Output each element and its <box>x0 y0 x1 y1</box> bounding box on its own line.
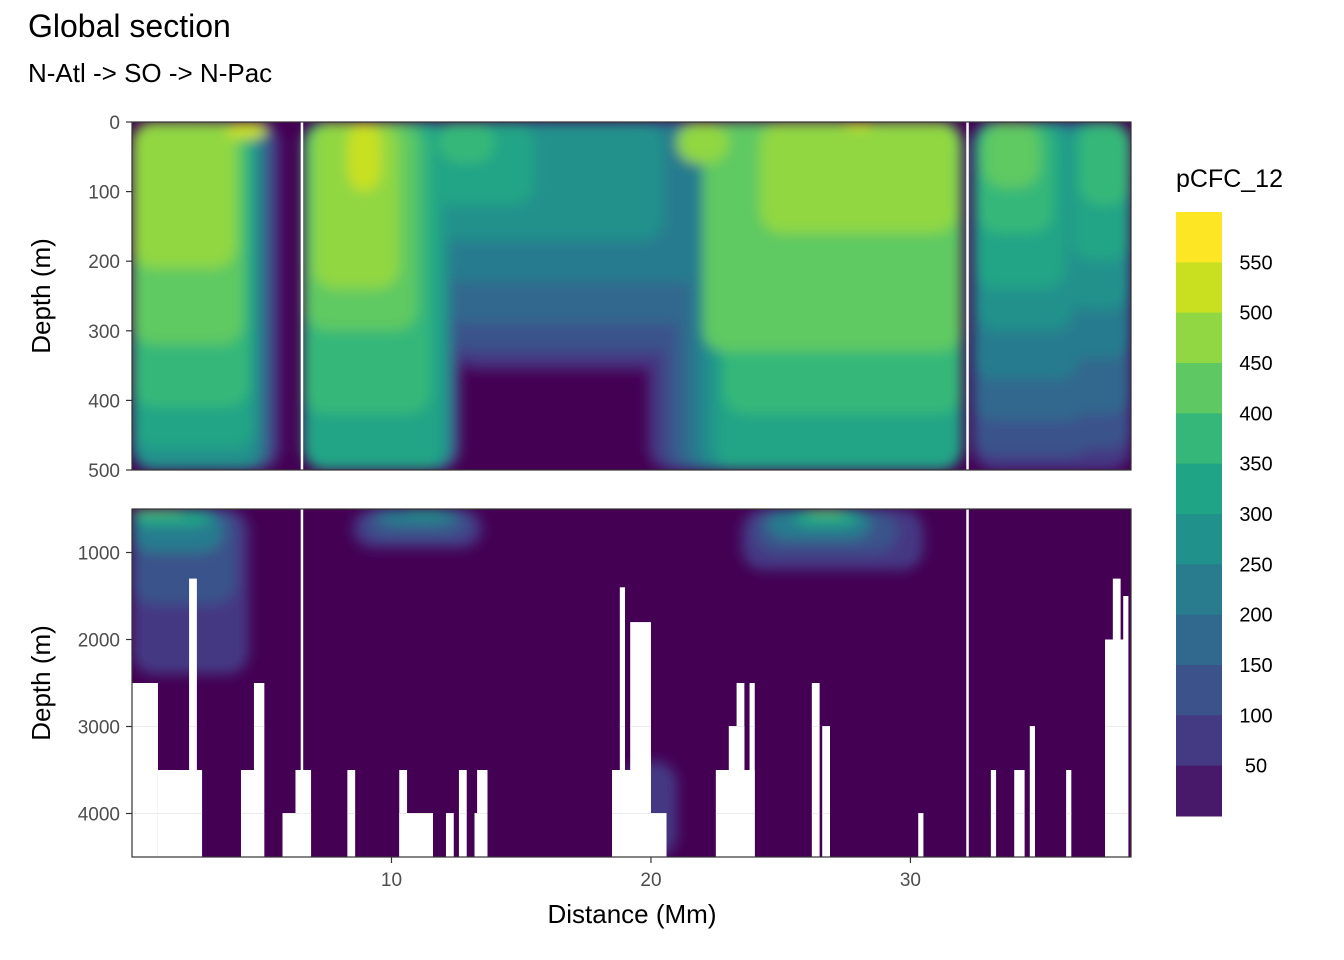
y-tick-label: 400 <box>88 391 120 412</box>
x-axis: 10 20 30 <box>381 857 921 891</box>
y-tick-label: 3000 <box>78 718 120 739</box>
y-tick-label: 100 <box>88 183 120 204</box>
y-tick-label: 1000 <box>78 544 120 565</box>
legend-label: 450 <box>1239 353 1272 375</box>
legend-label: 400 <box>1239 403 1272 425</box>
legend-label: 200 <box>1239 605 1272 627</box>
bathymetry-gap <box>749 683 755 857</box>
x-tick-label: 20 <box>640 870 661 891</box>
bathymetry-gap <box>811 683 820 857</box>
bathymetry-gap <box>619 587 626 857</box>
legend-title: pCFC_12 <box>1176 165 1283 193</box>
y-axis-upper: 0 100 200 300 400 500 <box>88 113 132 482</box>
y-tick-label: 0 <box>109 113 120 134</box>
contour-fill-upper <box>132 122 1131 470</box>
legend-label: 500 <box>1239 303 1272 325</box>
bathymetry-gap <box>645 813 667 857</box>
bathymetry-gap <box>1112 578 1121 857</box>
y-tick-label: 500 <box>88 461 120 482</box>
y-axis-title-upper: Depth (m) <box>26 238 56 354</box>
legend-label: 550 <box>1239 252 1272 274</box>
bathymetry-gap <box>1029 726 1035 857</box>
upper-contour-400 <box>438 122 496 164</box>
chart-subtitle: N-Atl -> SO -> N-Pac <box>28 58 273 88</box>
upper-contour-500 <box>132 122 236 269</box>
section-breaks-upper <box>300 122 969 470</box>
bathymetry-gap <box>918 813 924 857</box>
y-tick-label: 4000 <box>78 805 120 826</box>
legend-swatch <box>1176 363 1222 414</box>
lower-contour-450 <box>132 509 184 515</box>
upper-contour-550 <box>225 122 267 140</box>
legend: pCFC_12 550 500 450 400 350 300 250 200 150 100 50 <box>1176 165 1283 817</box>
upper-contour-400 <box>1079 122 1131 206</box>
y-axis-lower: 1000 2000 3000 4000 <box>78 544 132 826</box>
legend-swatch <box>1176 413 1222 465</box>
legend-label: 250 <box>1239 554 1272 576</box>
legend-label: 50 <box>1245 756 1267 778</box>
upper-contour-500 <box>759 122 958 234</box>
legend-swatch <box>1176 614 1222 666</box>
legend-swatch <box>1176 765 1222 817</box>
upper-contour-550 <box>845 122 872 131</box>
panel-lower-border <box>131 508 1132 858</box>
legend-swatch <box>1176 715 1222 767</box>
x-tick-label: 30 <box>900 870 921 891</box>
upper-contour-450 <box>983 122 1041 189</box>
section-breaks-lower <box>300 509 969 857</box>
panel-lower <box>132 509 1131 857</box>
bathymetry-gap <box>189 578 197 857</box>
x-axis-title: Distance (Mm) <box>547 899 716 929</box>
lower-contour-350 <box>404 509 444 515</box>
legend-swatch <box>1176 312 1222 364</box>
bathymetry-gaps <box>132 578 1129 857</box>
bathymetry-gap <box>822 726 831 857</box>
lower-contour-450 <box>806 509 846 516</box>
legend-label: 150 <box>1239 655 1272 677</box>
legend-label: 350 <box>1239 454 1272 476</box>
y-tick-label: 300 <box>88 322 120 343</box>
panel-upper-border <box>131 121 1132 471</box>
panel-upper <box>132 122 1131 470</box>
bathymetry-gap <box>736 683 745 857</box>
bathymetry-gap <box>253 683 265 857</box>
legend-colorbar <box>1176 212 1222 817</box>
chart-title: Global section <box>28 8 231 44</box>
bathymetry-gap <box>445 813 454 857</box>
legend-label: 100 <box>1239 705 1272 727</box>
legend-swatch <box>1176 514 1222 565</box>
legend-label: 300 <box>1239 504 1272 526</box>
bathymetry-gap <box>630 622 651 857</box>
x-tick-label: 10 <box>381 870 402 891</box>
legend-swatch <box>1176 564 1222 616</box>
legend-swatch <box>1176 212 1222 263</box>
upper-contour-550 <box>347 122 382 192</box>
upper-contour-500 <box>676 122 729 164</box>
legend-labels: 550 500 450 400 350 300 250 200 150 100 50 <box>1239 252 1272 777</box>
bathymetry-gap <box>132 683 158 857</box>
legend-swatch <box>1176 665 1222 716</box>
y-tick-label: 200 <box>88 252 120 273</box>
y-tick-label: 2000 <box>78 631 120 652</box>
y-axis-title-lower: Depth (m) <box>26 625 56 741</box>
legend-swatch <box>1176 262 1222 314</box>
legend-swatch <box>1176 463 1222 515</box>
